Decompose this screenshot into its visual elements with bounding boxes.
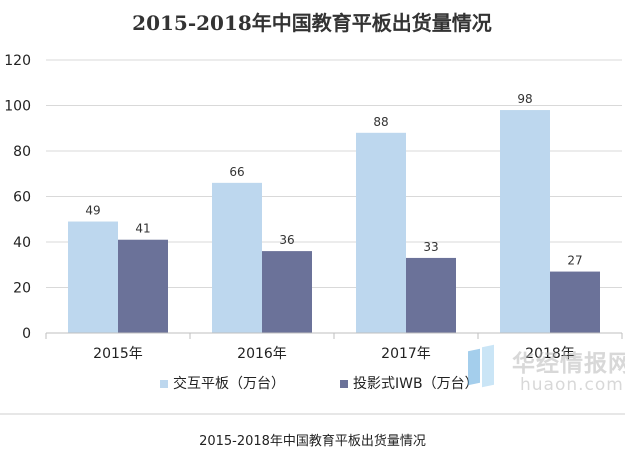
y-tick-label: 120 [4,53,31,69]
bar-chart: 2015-2018年中国教育平板出货量情况 0 20 40 60 80 100 120 49… [0,11,625,415]
bar [406,257,456,333]
y-tick-label: 60 [13,190,31,206]
y-tick-label: 80 [13,144,31,160]
data-label: 66 [229,165,244,179]
figure-caption: 2015-2018年中国教育平板出货量情况 [199,434,426,449]
bar [500,110,550,333]
bar [212,182,262,333]
y-tick-label: 100 [4,99,31,115]
bar [68,221,118,333]
x-tick-label: 2015年 [93,346,143,362]
bar [118,239,168,333]
bar [262,251,312,333]
bars [68,110,600,333]
legend-label: 交互平板（万台） [173,375,285,392]
y-tick-label: 20 [13,281,31,297]
legend: 交互平板（万台） 投影式IWB（万台） [160,375,479,392]
data-label: 41 [135,222,150,236]
legend-label: 投影式IWB（万台） [353,376,479,392]
y-axis: 0 20 40 60 80 100 120 [4,53,31,342]
data-labels: 49 41 66 36 88 33 98 27 [85,92,582,268]
chart-title: 2015-2018年中国教育平板出货量情况 [132,11,492,35]
x-axis: 2015年 2016年 2017年 2018年 [45,332,623,362]
data-label: 36 [279,233,294,247]
data-label: 27 [567,254,582,268]
x-tick-label: 2016年 [237,346,287,362]
data-label: 49 [85,204,100,218]
bar [550,271,600,333]
y-tick-label: 0 [22,326,31,342]
x-tick-label: 2017年 [381,346,431,362]
legend-swatch [340,380,348,388]
legend-swatch [160,380,168,388]
data-label: 88 [373,115,388,129]
data-label: 33 [423,240,438,254]
data-label: 98 [517,92,532,106]
x-tick-label: 2018年 [525,346,575,362]
bar [356,132,406,333]
y-tick-label: 40 [13,235,31,251]
